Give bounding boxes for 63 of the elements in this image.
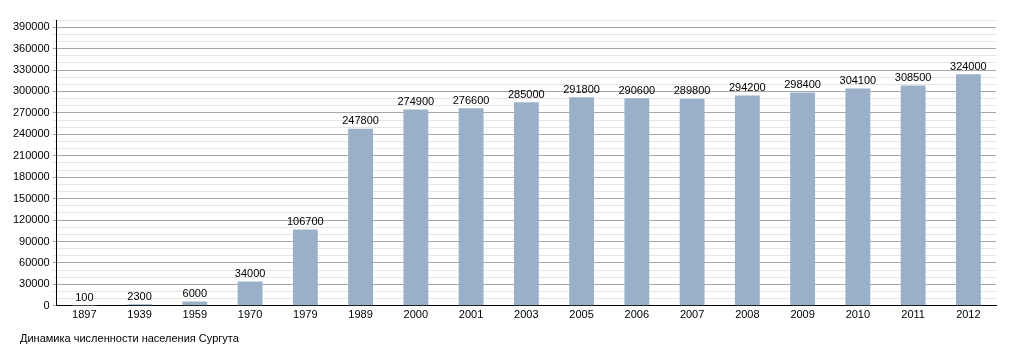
data-label: 324000	[950, 59, 987, 72]
y-tick-label: 240000	[12, 127, 50, 140]
bar	[790, 92, 816, 306]
x-tick-label: 1970	[237, 308, 263, 321]
y-tick-label: 300000	[12, 84, 50, 97]
y-tick-label: 330000	[12, 63, 50, 76]
bar	[237, 281, 263, 306]
bar	[292, 229, 318, 306]
x-tick-label: 2005	[569, 308, 594, 321]
y-tick-label: 60000	[19, 255, 50, 268]
x-tick-label: 2012	[956, 308, 981, 321]
y-tick-label: 390000	[12, 20, 50, 33]
text: Динамика численности населения Сургута	[20, 332, 239, 344]
data-label: 304100	[839, 74, 877, 87]
bar	[513, 102, 539, 306]
y-tick-label: 90000	[19, 234, 50, 247]
data-label: 2300	[127, 289, 152, 302]
bar	[679, 98, 705, 306]
bar	[458, 108, 484, 306]
y-tick-label: 0	[43, 298, 50, 311]
x-tick-label: 1989	[348, 308, 373, 321]
bar	[403, 109, 429, 306]
x-tick-label: 2003	[514, 308, 539, 321]
data-label: 100	[75, 291, 94, 304]
x-tick-label: 2010	[845, 308, 871, 321]
y-tick-label: 270000	[12, 105, 50, 118]
data-label: 291800	[563, 82, 600, 95]
y-tick-label: 120000	[12, 213, 50, 226]
data-label: 274900	[397, 94, 435, 107]
data-label: 298400	[784, 78, 821, 91]
bar	[845, 88, 871, 306]
data-label: 247800	[342, 114, 379, 127]
x-tick-label: 2011	[901, 308, 925, 321]
data-label: 6000	[182, 287, 208, 300]
bar	[348, 128, 374, 306]
x-tick-label: 2000	[403, 308, 429, 321]
bar	[955, 74, 981, 306]
x-tick-label: 2009	[790, 308, 815, 321]
data-label: 294200	[729, 81, 766, 94]
x-tick-label: 2008	[735, 308, 760, 321]
data-label: 289800	[673, 84, 711, 97]
bar	[624, 98, 650, 306]
y-tick-label: 150000	[12, 191, 50, 204]
x-tick-label: 1959	[182, 308, 208, 321]
y-tick-label: 210000	[12, 148, 50, 161]
data-label: 308500	[894, 70, 932, 83]
y-tick-label: 180000	[12, 170, 50, 183]
data-label: 34000	[234, 267, 266, 280]
bar	[569, 97, 595, 306]
bar	[734, 95, 760, 306]
data-label: 285000	[507, 87, 545, 100]
bar	[900, 85, 926, 306]
data-label: 290600	[618, 83, 656, 96]
x-tick-label: 2006	[624, 308, 650, 321]
x-tick-label: 1939	[127, 308, 152, 321]
x-tick-label: 2007	[679, 308, 705, 321]
y-tick-label: 30000	[19, 277, 50, 290]
y-tick-label: 360000	[12, 41, 50, 54]
x-tick-label: 1979	[293, 308, 318, 321]
data-label: 106700	[286, 215, 324, 228]
data-label: 276600	[452, 93, 490, 106]
x-tick-label: 2001	[458, 308, 484, 321]
x-tick-label: 1897	[72, 308, 97, 321]
